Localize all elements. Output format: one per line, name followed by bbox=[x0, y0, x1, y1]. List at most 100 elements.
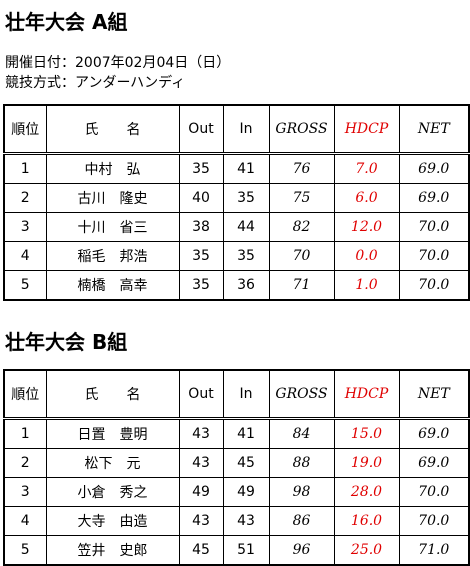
table-cell: 0.0 bbox=[333, 241, 400, 271]
header-row: 順位氏 名 Out In GROSS HDCP NET bbox=[3, 104, 470, 155]
table-cell: 5 bbox=[3, 270, 47, 301]
section-title: 壮年大会 B組 bbox=[5, 330, 128, 354]
header-cell: 氏 名 bbox=[45, 104, 180, 155]
table-cell: 3 bbox=[3, 212, 47, 242]
table-cell: 82 bbox=[268, 212, 335, 242]
table-cell: 86 bbox=[268, 506, 335, 536]
table-cell: 76 bbox=[268, 153, 335, 184]
table-cell: 70.0 bbox=[398, 506, 470, 536]
table-cell: 75 bbox=[268, 183, 335, 213]
table-cell: 70 bbox=[268, 241, 335, 271]
table-cell: 71.0 bbox=[398, 535, 470, 566]
header-row: 順位氏 名 Out In GROSS HDCP NET bbox=[3, 369, 470, 420]
table-cell: 中村 弘 bbox=[45, 153, 180, 184]
header-cell: 順位 bbox=[3, 104, 47, 155]
header-cell: HDCP bbox=[333, 104, 400, 155]
table-cell: 4 bbox=[3, 506, 47, 536]
table-row: 2 古川 隆史 40 35 75 6.0 69.0 bbox=[3, 183, 470, 213]
header-cell: Out bbox=[178, 369, 224, 420]
table-row: 1 日置 豊明 43 41 84 15.0 69.0 bbox=[3, 418, 470, 449]
header-cell: GROSS bbox=[268, 369, 335, 420]
info-line: 開催日付：2007年02月04日（日） bbox=[5, 55, 231, 71]
header-cell: NET bbox=[398, 104, 470, 155]
table-cell: 41 bbox=[222, 153, 270, 184]
table-cell: 69.0 bbox=[398, 153, 470, 184]
table-cell: 35 bbox=[178, 270, 224, 301]
header-cell: In bbox=[222, 369, 270, 420]
table-cell: 70.0 bbox=[398, 212, 470, 242]
header-cell: HDCP bbox=[333, 369, 400, 420]
table-cell: 2 bbox=[3, 183, 47, 213]
table-cell: 49 bbox=[178, 477, 224, 507]
table-cell: 笠井 史郎 bbox=[45, 535, 180, 566]
table-cell: 44 bbox=[222, 212, 270, 242]
table-cell: 43 bbox=[178, 418, 224, 449]
table-cell: 4 bbox=[3, 241, 47, 271]
table-cell: 古川 隆史 bbox=[45, 183, 180, 213]
table-cell: 35 bbox=[222, 241, 270, 271]
table-cell: 51 bbox=[222, 535, 270, 566]
table-row: 3 十川 省三 38 44 82 12.0 70.0 bbox=[3, 212, 470, 242]
table-cell: 70.0 bbox=[398, 270, 470, 301]
table-cell: 28.0 bbox=[333, 477, 400, 507]
table-cell: 稲毛 邦浩 bbox=[45, 241, 180, 271]
table-row: 4 稲毛 邦浩 35 35 70 0.0 70.0 bbox=[3, 241, 470, 271]
table-row: 5 笠井 史郎 45 51 96 25.0 71.0 bbox=[3, 535, 470, 566]
table-cell: 36 bbox=[222, 270, 270, 301]
table-cell: 松下 元 bbox=[45, 448, 180, 478]
table-cell: 35 bbox=[178, 153, 224, 184]
table-cell: 日置 豊明 bbox=[45, 418, 180, 449]
header-cell: Out bbox=[178, 104, 224, 155]
table-cell: 88 bbox=[268, 448, 335, 478]
table-cell: 38 bbox=[178, 212, 224, 242]
table-cell: 1.0 bbox=[333, 270, 400, 301]
section-title: 壮年大会 A組 bbox=[5, 10, 128, 34]
table-cell: 35 bbox=[222, 183, 270, 213]
table-row: 3 小倉 秀之 49 49 98 28.0 70.0 bbox=[3, 477, 470, 507]
table-cell: 15.0 bbox=[333, 418, 400, 449]
table-cell: 6.0 bbox=[333, 183, 400, 213]
table-cell: 84 bbox=[268, 418, 335, 449]
table-cell: 16.0 bbox=[333, 506, 400, 536]
table-cell: 25.0 bbox=[333, 535, 400, 566]
table-row: 4 大寺 由造 43 43 86 16.0 70.0 bbox=[3, 506, 470, 536]
table-cell: 1 bbox=[3, 153, 47, 184]
table-cell: 1 bbox=[3, 418, 47, 449]
table-cell: 49 bbox=[222, 477, 270, 507]
info-line: 競技方式：アンダーハンディ bbox=[5, 75, 186, 91]
header-cell: NET bbox=[398, 369, 470, 420]
table-cell: 12.0 bbox=[333, 212, 400, 242]
table-cell: 小倉 秀之 bbox=[45, 477, 180, 507]
table-cell: 2 bbox=[3, 448, 47, 478]
table-cell: 69.0 bbox=[398, 448, 470, 478]
table-cell: 楠橋 高幸 bbox=[45, 270, 180, 301]
table-cell: 大寺 由造 bbox=[45, 506, 180, 536]
table-cell: 69.0 bbox=[398, 418, 470, 449]
table-cell: 19.0 bbox=[333, 448, 400, 478]
results-table: 順位氏 名 Out In GROSS HDCP NET 1 日置 豊明 43 41 84 15.0 69… bbox=[3, 369, 470, 566]
table-cell: 71 bbox=[268, 270, 335, 301]
table-cell: 70.0 bbox=[398, 241, 470, 271]
table-cell: 43 bbox=[178, 448, 224, 478]
table-cell: 43 bbox=[178, 506, 224, 536]
header-cell: 氏 名 bbox=[45, 369, 180, 420]
table-cell: 45 bbox=[222, 448, 270, 478]
table-cell: 41 bbox=[222, 418, 270, 449]
table-cell: 70.0 bbox=[398, 477, 470, 507]
table-cell: 7.0 bbox=[333, 153, 400, 184]
header-cell: In bbox=[222, 104, 270, 155]
table-cell: 3 bbox=[3, 477, 47, 507]
table-cell: 45 bbox=[178, 535, 224, 566]
table-cell: 96 bbox=[268, 535, 335, 566]
table-row: 5 楠橋 高幸 35 36 71 1.0 70.0 bbox=[3, 270, 470, 301]
table-cell: 69.0 bbox=[398, 183, 470, 213]
table-row: 2 松下 元 43 45 88 19.0 69.0 bbox=[3, 448, 470, 478]
table-cell: 35 bbox=[178, 241, 224, 271]
header-cell: GROSS bbox=[268, 104, 335, 155]
table-cell: 5 bbox=[3, 535, 47, 566]
table-cell: 40 bbox=[178, 183, 224, 213]
table-cell: 十川 省三 bbox=[45, 212, 180, 242]
results-table: 順位氏 名 Out In GROSS HDCP NET 1 中村 弘 35 41 76 7.0 69.0… bbox=[3, 104, 470, 301]
table-row: 1 中村 弘 35 41 76 7.0 69.0 bbox=[3, 153, 470, 184]
